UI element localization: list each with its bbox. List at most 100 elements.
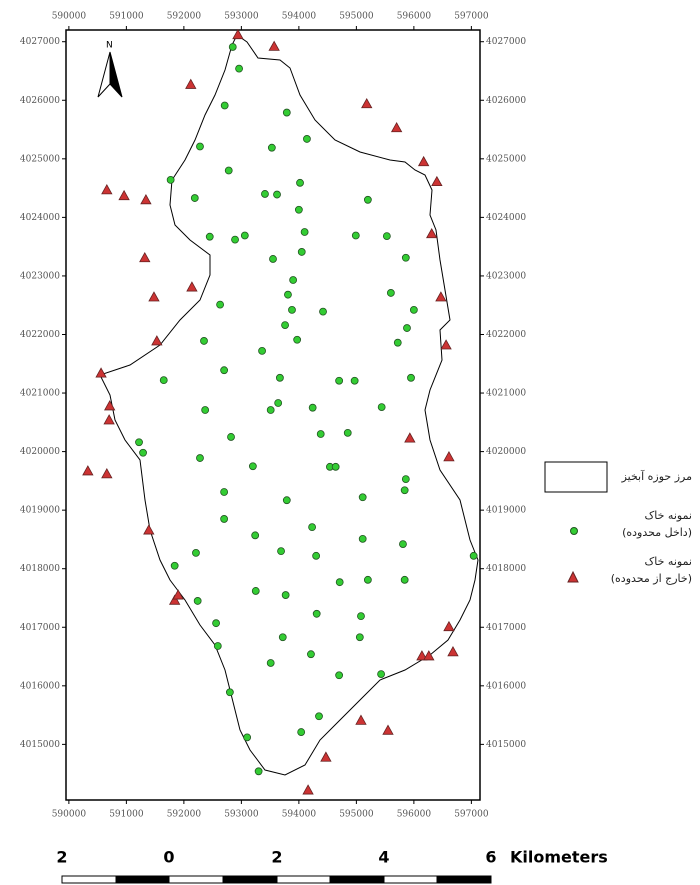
outside-sample [390, 121, 403, 133]
outside-sample [302, 784, 314, 795]
scale-label: 4 [378, 848, 389, 867]
outside-sample [140, 193, 152, 205]
outside-sample [118, 189, 130, 201]
inside-sample [193, 597, 202, 605]
y-tick-label: 4020000 [486, 447, 526, 457]
y-tick-label: 4017000 [486, 623, 526, 633]
outside-sample [355, 714, 367, 725]
scale-segment [168, 875, 224, 884]
north-label: N [106, 41, 113, 51]
inside-sample [267, 143, 276, 152]
outside-sample [361, 97, 373, 109]
inside-sample [343, 428, 352, 437]
y-tick-label: 4027000 [20, 37, 60, 47]
x-tick-label: 592000 [167, 810, 202, 820]
inside-sample [284, 290, 292, 299]
outside-sample [104, 400, 116, 411]
y-tick-label: 4016000 [20, 681, 60, 691]
scale-label: 6 [485, 848, 496, 867]
outside-sample [95, 367, 107, 378]
y-tick-label: 4027000 [486, 37, 526, 47]
inside-sample [319, 307, 327, 316]
inside-sample [220, 366, 229, 375]
outside-sample [447, 646, 459, 657]
inside-sample [261, 190, 269, 198]
scale-segment [276, 875, 331, 884]
x-tick-label: 595000 [339, 810, 374, 820]
inside-sample [216, 300, 225, 309]
outside-sample [82, 465, 94, 476]
y-tick-label: 4016000 [486, 681, 526, 691]
inside-sample [307, 650, 315, 659]
inside-sample [335, 376, 344, 385]
outside-sample [320, 751, 332, 762]
inside-sample [196, 142, 204, 151]
outside-sample [143, 524, 155, 535]
outside-sample [404, 432, 416, 443]
inside-sample [274, 399, 283, 407]
outside-sample [382, 724, 394, 735]
inside-sample [382, 232, 391, 241]
inside-sample [393, 338, 402, 347]
outside-sample [232, 28, 244, 40]
scale-segment [436, 875, 492, 884]
inside-sample [243, 733, 252, 742]
outside-sample [101, 468, 113, 479]
x-tick-label: 597000 [454, 12, 489, 22]
inside-sample [192, 548, 200, 557]
x-tick-label: 590000 [52, 12, 87, 22]
y-tick-label: 4025000 [20, 154, 60, 164]
outside-sample [151, 335, 163, 346]
inside-sample [363, 195, 372, 204]
inside-sample [224, 166, 233, 175]
inside-sample [266, 406, 275, 414]
inside-sample [335, 671, 344, 680]
outside-sample [443, 620, 455, 632]
inside-sample [220, 515, 229, 523]
outside-sample [186, 281, 198, 292]
inside-sample [400, 486, 409, 495]
outside-sample [185, 78, 197, 89]
y-tick-label: 4024000 [486, 213, 526, 223]
inside-sample [201, 406, 210, 414]
inside-sample [407, 373, 415, 382]
inside-sample [282, 496, 291, 505]
inside-sample [281, 591, 290, 599]
inside-sample [303, 135, 311, 143]
inside-sample [350, 376, 359, 385]
x-tick-label: 590000 [52, 810, 87, 820]
inside-sample [297, 248, 306, 256]
north-arrow: N [97, 41, 123, 98]
scale-segment [383, 875, 438, 884]
outside-sample [148, 291, 160, 302]
inside-sample [200, 337, 208, 345]
inside-sample [170, 561, 179, 570]
y-tick-label: 4020000 [20, 447, 60, 457]
outside-sample [440, 339, 452, 350]
inside-sample [288, 305, 296, 314]
outside-sample [172, 589, 184, 600]
y-tick-label: 4025000 [486, 154, 526, 164]
inside-sample [386, 289, 395, 297]
outside-sample [426, 227, 438, 239]
inside-sample [258, 346, 266, 355]
y-tick-label: 4019000 [486, 506, 526, 516]
inside-sample [269, 255, 277, 263]
y-tick-label: 4015000 [20, 740, 60, 750]
inside-sample [275, 373, 284, 382]
inside-sample [235, 64, 243, 73]
y-tick-label: 4023000 [20, 271, 60, 281]
inside-sample [358, 534, 367, 543]
inside-sample [227, 433, 235, 441]
inside-sample [190, 194, 199, 202]
inside-sample [335, 578, 344, 587]
y-tick-label: 4018000 [486, 564, 526, 574]
inside-sample [281, 321, 289, 330]
inside-sample [220, 488, 229, 496]
inside-sample [251, 587, 260, 595]
inside-sample [403, 324, 411, 332]
inside-sample [300, 228, 309, 236]
inside-sample [282, 108, 291, 117]
inside-sample [205, 232, 214, 241]
